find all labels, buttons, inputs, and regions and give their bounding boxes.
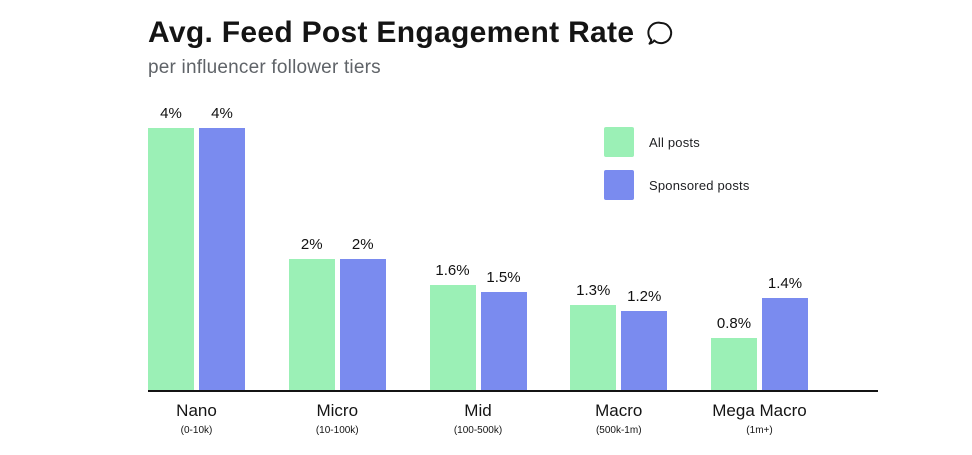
bar-group-mega-macro: 0.8% 1.4% bbox=[711, 275, 808, 390]
category-sublabel: (100-500k) bbox=[453, 425, 503, 436]
bar-all-posts bbox=[288, 259, 335, 390]
bar-column: 4% bbox=[199, 105, 245, 390]
category-name: Macro bbox=[595, 401, 643, 420]
bar-group-mid: 1.6% 1.5% bbox=[429, 262, 527, 390]
bar-column: 1.4% bbox=[762, 275, 808, 390]
bar-group-nano: 4% 4% bbox=[148, 105, 245, 390]
speech-bubble-icon bbox=[647, 21, 673, 45]
bar-value-label: 1.6% bbox=[435, 262, 470, 280]
bar-column: 2% bbox=[339, 236, 386, 390]
bar-value-label: 1.4% bbox=[767, 275, 803, 293]
category-sublabel: (1m+) bbox=[746, 425, 773, 436]
bar-sponsored-posts bbox=[762, 298, 808, 390]
category-label-micro: Micro (10-100k) bbox=[289, 401, 386, 436]
bar-column: 4% bbox=[148, 105, 194, 390]
chart-title: Avg. Feed Post Engagement Rate bbox=[148, 16, 635, 49]
bar-column: 0.8% bbox=[711, 315, 757, 390]
bar-sponsored-posts bbox=[480, 291, 527, 390]
category-label-nano: Nano (0-10k) bbox=[148, 401, 245, 436]
bar-sponsored-posts bbox=[339, 259, 386, 390]
bar-all-posts bbox=[570, 304, 617, 390]
category-label-mid: Mid (100-500k) bbox=[430, 401, 527, 436]
legend-label: Sponsored posts bbox=[649, 177, 750, 193]
bar-value-label: 1.3% bbox=[576, 281, 611, 299]
bar-value-label: 2% bbox=[300, 236, 323, 253]
category-name: Mid bbox=[464, 401, 492, 420]
bar-all-posts bbox=[429, 285, 476, 390]
bar-value-label: 1.5% bbox=[486, 268, 521, 286]
bars-area: 4% 4% 2% 2% 1.6% 1.5% 1.3% 1.2% 0.8% 1.4% bbox=[148, 105, 808, 390]
category-axis: Nano (0-10k) Micro (10-100k) Mid (100-500k) Ma… bbox=[148, 401, 808, 436]
chart-header: Avg. Feed Post Engagement Rate per influ… bbox=[148, 16, 674, 79]
legend-label: All posts bbox=[649, 134, 700, 150]
category-name: Nano bbox=[176, 401, 217, 420]
bar-column: 1.5% bbox=[480, 268, 527, 390]
bar-group-macro: 1.3% 1.2% bbox=[570, 281, 668, 390]
bar-group-micro: 2% 2% bbox=[288, 236, 386, 390]
legend-swatch bbox=[604, 170, 634, 200]
bar-value-label: 0.8% bbox=[716, 314, 752, 332]
bar-column: 1.2% bbox=[621, 288, 668, 390]
legend-item-sponsored-posts: Sponsored posts bbox=[604, 170, 750, 200]
category-label-macro: Macro (500k-1m) bbox=[570, 401, 667, 436]
bar-value-label: 4% bbox=[211, 105, 233, 122]
bar-column: 2% bbox=[288, 236, 335, 390]
bar-chart: 4% 4% 2% 2% 1.6% 1.5% 1.3% 1.2% 0.8% 1.4% Nano (0-… bbox=[148, 105, 878, 436]
bar-sponsored-posts bbox=[621, 311, 668, 390]
x-axis-line bbox=[148, 390, 878, 392]
category-name: Mega Macro bbox=[712, 401, 807, 420]
bar-column: 1.3% bbox=[570, 281, 617, 390]
category-sublabel: (500k-1m) bbox=[595, 425, 642, 436]
category-sublabel: (0-10k) bbox=[180, 425, 213, 436]
category-sublabel: (10-100k) bbox=[315, 425, 359, 436]
bar-value-label: 4% bbox=[160, 105, 182, 122]
chart-subtitle: per influencer follower tiers bbox=[148, 57, 381, 78]
bar-value-label: 1.2% bbox=[627, 288, 662, 306]
bar-all-posts bbox=[711, 337, 757, 390]
bar-value-label: 2% bbox=[351, 236, 374, 253]
bar-all-posts bbox=[148, 128, 194, 390]
bar-column: 1.6% bbox=[429, 262, 476, 390]
legend: All posts Sponsored posts bbox=[604, 127, 750, 200]
legend-item-all-posts: All posts bbox=[604, 127, 750, 157]
category-label-mega-macro: Mega Macro (1m+) bbox=[711, 401, 808, 436]
category-name: Micro bbox=[316, 401, 359, 420]
bar-sponsored-posts bbox=[199, 128, 245, 390]
title-row: Avg. Feed Post Engagement Rate bbox=[148, 16, 674, 50]
legend-swatch bbox=[604, 127, 634, 157]
